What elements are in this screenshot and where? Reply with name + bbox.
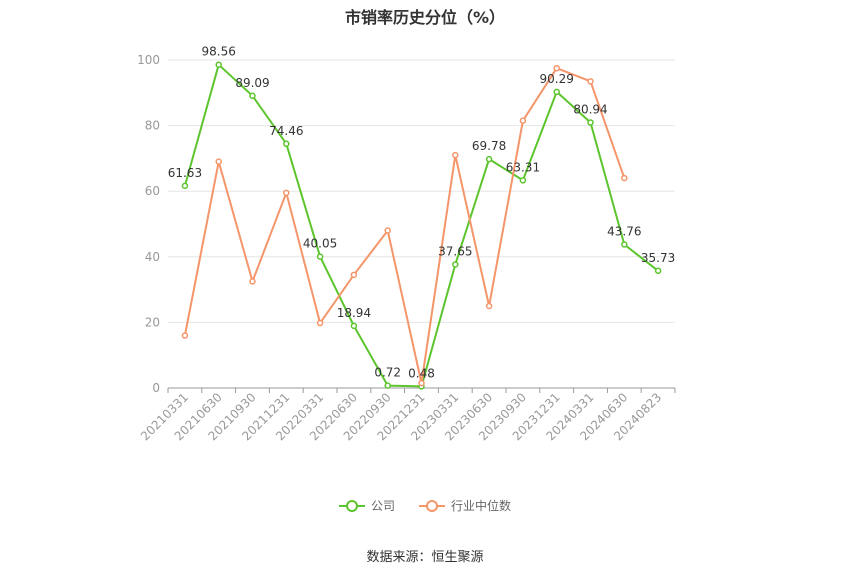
data-point <box>181 182 189 190</box>
data-label: 61.63 <box>168 166 202 180</box>
legend-item-company[interactable]: 公司 <box>338 497 395 514</box>
data-point <box>519 177 527 184</box>
chart-title: 市销率历史分位（%） <box>344 8 506 27</box>
data-label: 90.29 <box>540 72 574 86</box>
data-point <box>654 267 662 275</box>
data-label: 63.31 <box>506 160 540 174</box>
series-line-industry-median <box>183 67 626 385</box>
legend-swatch-industry-median <box>419 499 445 513</box>
data-labels: 61.63 98.56 89.09 74.46 40.05 18.94 0.72 0.48 37… <box>168 45 676 381</box>
data-point <box>283 140 290 148</box>
data-point <box>621 174 628 182</box>
legend-item-industry-median[interactable]: 行业中位数 <box>419 497 511 514</box>
data-label: 18.94 <box>337 306 371 320</box>
series-lines <box>181 61 662 390</box>
data-point <box>249 92 256 100</box>
data-point <box>181 332 189 339</box>
data-label: 69.78 <box>472 139 506 153</box>
data-point <box>485 155 493 163</box>
legend-label-company: 公司 <box>370 499 395 513</box>
data-label: 43.76 <box>607 224 641 238</box>
data-point <box>215 61 222 68</box>
data-point <box>384 382 391 389</box>
data-label: 74.46 <box>269 124 303 138</box>
data-point <box>350 271 358 279</box>
data-point <box>283 189 290 197</box>
data-point <box>485 302 493 310</box>
data-label: 0.48 <box>408 366 435 380</box>
legend-swatch-company <box>338 499 365 513</box>
data-point <box>350 322 358 330</box>
data-label: 0.72 <box>374 366 401 380</box>
data-point <box>452 151 459 159</box>
y-tick-label: 80 <box>145 119 160 133</box>
data-point <box>621 241 628 248</box>
data-point <box>215 158 222 165</box>
data-point <box>249 278 256 285</box>
data-label: 80.94 <box>573 103 607 117</box>
data-point <box>452 261 459 268</box>
source-note: 数据来源：恒生聚源 <box>366 550 484 565</box>
y-tick-label: 40 <box>145 250 160 264</box>
data-point <box>553 88 560 96</box>
data-point <box>316 253 324 260</box>
data-label: 37.65 <box>438 245 472 259</box>
grid-lines <box>168 59 675 323</box>
line-chart: 0204060801002021033120210630202109302021… <box>137 45 676 443</box>
legend-label-industry-median: 行业中位数 <box>451 499 512 513</box>
data-point <box>519 117 527 124</box>
data-label: 40.05 <box>303 237 337 251</box>
data-label: 35.73 <box>641 251 675 265</box>
data-point <box>418 379 425 387</box>
data-point <box>587 119 594 126</box>
data-point <box>316 319 324 327</box>
data-point <box>587 78 594 85</box>
y-tick-label: 0 <box>152 381 160 395</box>
data-label: 89.09 <box>235 76 269 90</box>
data-label: 98.56 <box>202 45 236 59</box>
y-tick-label: 20 <box>145 315 160 329</box>
legend: 公司 行业中位数 <box>0 497 850 514</box>
y-tick-label: 60 <box>145 184 160 198</box>
data-point <box>384 227 391 234</box>
y-tick-label: 100 <box>137 53 160 67</box>
data-point <box>553 64 560 72</box>
